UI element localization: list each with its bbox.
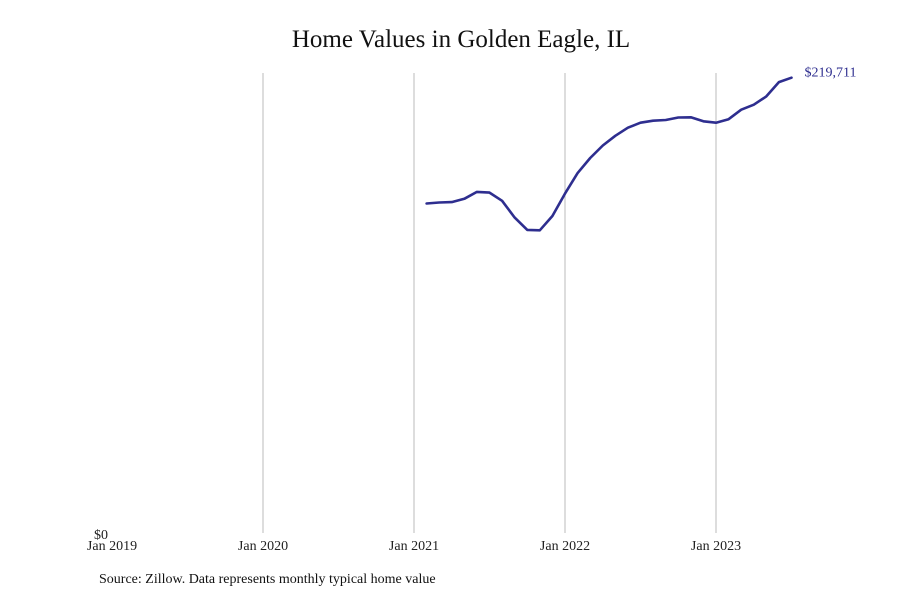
series-layer: $219,711 [425,66,857,232]
y-tick-label: $0 [94,528,108,543]
source-note: Source: Zillow. Data represents monthly … [99,572,436,587]
series-line [425,76,793,232]
chart-title: Home Values in Golden Eagle, IL [291,26,631,53]
end-value-label: $219,711 [805,66,857,81]
x-tick-label: Jan 2019 [87,539,137,554]
x-tick-label: Jan 2022 [540,539,590,554]
axis-tick-labels: Jan 2019 Jan 2020 Jan 2021 Jan 2022 Jan 2023… [87,528,741,554]
gridlines [262,73,717,533]
x-tick-label: Jan 2023 [691,539,741,554]
x-tick-label: Jan 2020 [238,539,288,554]
x-tick-label: Jan 2021 [389,539,439,554]
